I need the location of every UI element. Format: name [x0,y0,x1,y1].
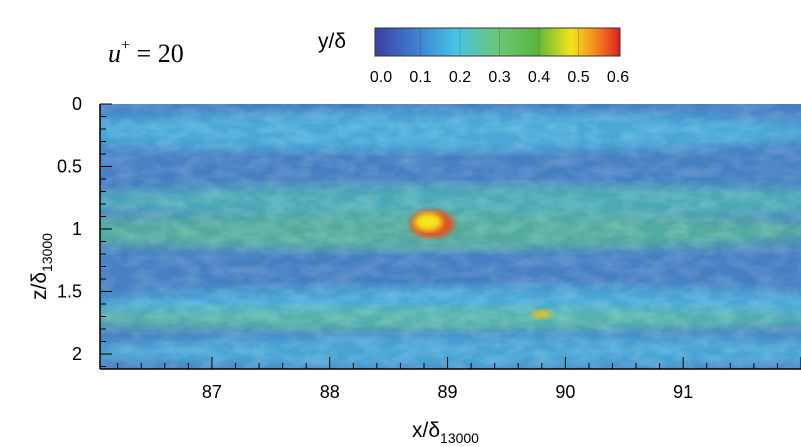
colorbar-tick-label: 0.3 [488,69,510,86]
y-tick-label: 1.5 [57,282,82,302]
y-tick-label: 2 [72,344,82,364]
hotspot-highlight [414,213,443,231]
colorbar-gradient [374,27,621,57]
colorbar-tick-label: 0.6 [607,69,629,86]
hotspot-secondary [531,310,552,319]
y-tick-label: 0.5 [57,157,82,177]
axes: 87 88 89 90 91 0 0.5 1 1.5 2 [57,94,801,402]
heatmap-field [100,104,801,369]
x-tick-label: 91 [673,382,693,402]
colorbar: y/δ 0.0 0.1 0.2 0.3 0.4 0.5 0.6 [318,27,629,86]
colorbar-ticks: 0.0 0.1 0.2 0.3 0.4 0.5 0.6 [370,28,629,86]
y-tick-label: 1 [72,219,82,239]
y-axis-ticks: 0 0.5 1 1.5 2 [57,94,112,367]
colorbar-tick-label: 0.1 [409,69,431,86]
y-tick-label: 0 [72,94,82,114]
x-tick-label: 88 [320,382,340,402]
colorbar-tick-label: 0.2 [449,69,471,86]
x-tick-label: 90 [555,382,575,402]
x-axis-ticks: 87 88 89 90 91 [117,357,801,402]
colorbar-label: y/δ [318,30,346,53]
condition-annotation: u+ = 20 [108,37,184,68]
x-tick-label: 87 [202,382,222,402]
x-tick-label: 89 [438,382,458,402]
x-axis-label: x/δ13000 [412,419,479,446]
y-axis-label: z/δ13000 [28,233,55,300]
colorbar-tick-label: 0.4 [528,69,550,86]
colorbar-tick-label: 0.0 [370,69,392,86]
colorbar-tick-label: 0.5 [567,69,589,86]
